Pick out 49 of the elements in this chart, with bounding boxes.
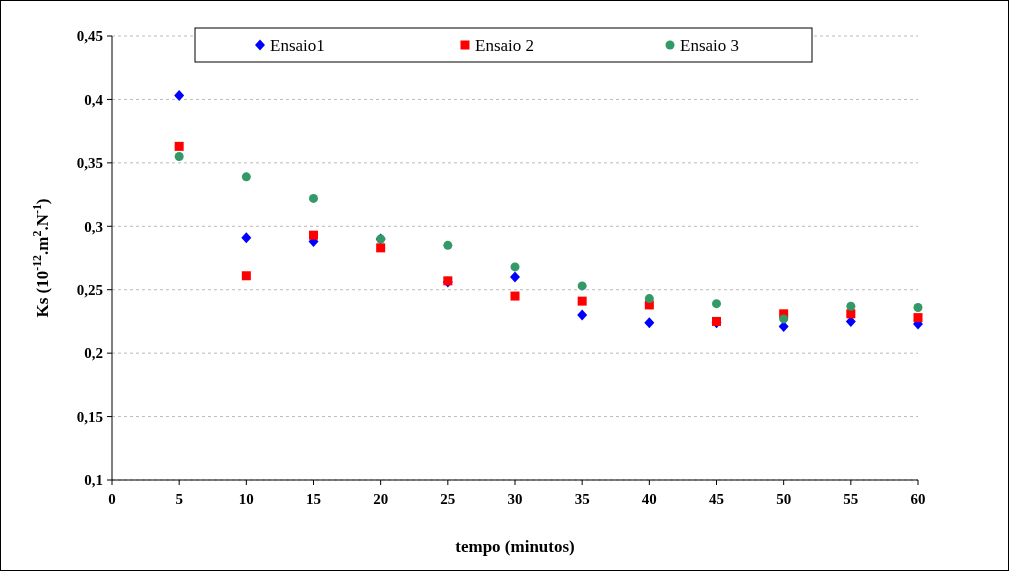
point [577, 309, 588, 321]
point [174, 141, 184, 151]
point [644, 317, 655, 329]
x-tick-label: 60 [910, 491, 926, 507]
y-tick-label: 0,35 [76, 155, 103, 172]
point [309, 230, 318, 240]
point [913, 313, 923, 323]
point [846, 309, 856, 319]
point [712, 299, 721, 309]
point [913, 302, 923, 312]
x-tick-label: 10 [238, 491, 254, 507]
point [779, 314, 789, 324]
point [846, 301, 856, 311]
x-tick-label: 0 [108, 491, 116, 507]
y-tick-label: 0,25 [76, 281, 103, 298]
x-tick-label: 50 [776, 491, 792, 507]
x-tick-label: 45 [709, 491, 724, 507]
point [174, 152, 184, 162]
x-tick-label: 5 [175, 491, 183, 507]
legend-label: Ensaio 3 [680, 35, 740, 55]
point [241, 172, 251, 182]
x-axis-title: tempo (minutos) [455, 537, 575, 556]
point [510, 271, 520, 283]
point [309, 193, 318, 203]
point [241, 271, 251, 281]
point [443, 240, 453, 250]
y-tick-label: 0,3 [84, 218, 103, 235]
point [510, 291, 520, 301]
x-tick-label: 25 [440, 491, 456, 507]
x-tick-label: 15 [306, 491, 321, 507]
x-tick-label: 30 [507, 491, 523, 507]
point [510, 262, 520, 272]
y-tick-label: 0,45 [76, 28, 103, 45]
point [577, 281, 587, 291]
legend-label: Ensaio 2 [475, 35, 535, 55]
x-tick-label: 35 [574, 491, 590, 507]
y-tick-label: 0,15 [76, 408, 103, 425]
legend-label: Ensaio1 [270, 35, 325, 55]
y-tick-label: 0,1 [84, 472, 103, 489]
y-tick-label: 0,2 [84, 345, 103, 362]
x-tick-label: 20 [373, 491, 389, 507]
y-tick-label: 0,4 [84, 91, 104, 108]
point [644, 294, 654, 304]
point [241, 232, 252, 244]
x-tick-label: 40 [641, 491, 657, 507]
point [577, 296, 587, 306]
point [376, 243, 386, 253]
point [174, 90, 185, 102]
x-tick-label: 55 [843, 491, 859, 507]
